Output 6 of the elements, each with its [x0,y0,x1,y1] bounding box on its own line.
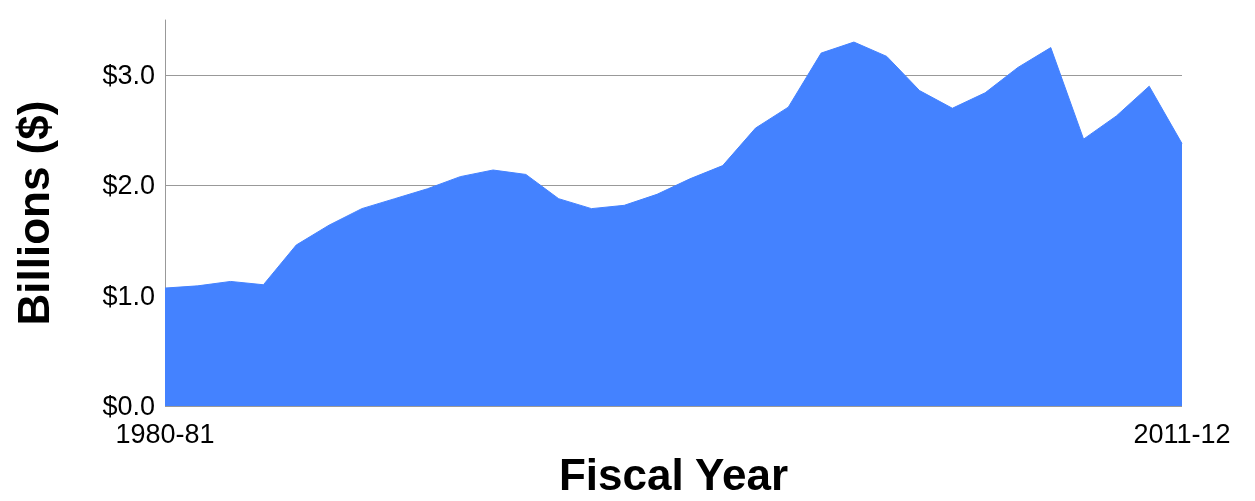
y-axis-title: Billions ($) [8,100,58,326]
x-tick-label: 2011-12 [1133,418,1231,449]
x-axis-title: Fiscal Year [558,449,789,499]
y-tick-label: $3.0 [102,60,155,91]
y-tick-label: $2.0 [102,170,155,201]
y-tick-label: $1.0 [102,280,155,311]
